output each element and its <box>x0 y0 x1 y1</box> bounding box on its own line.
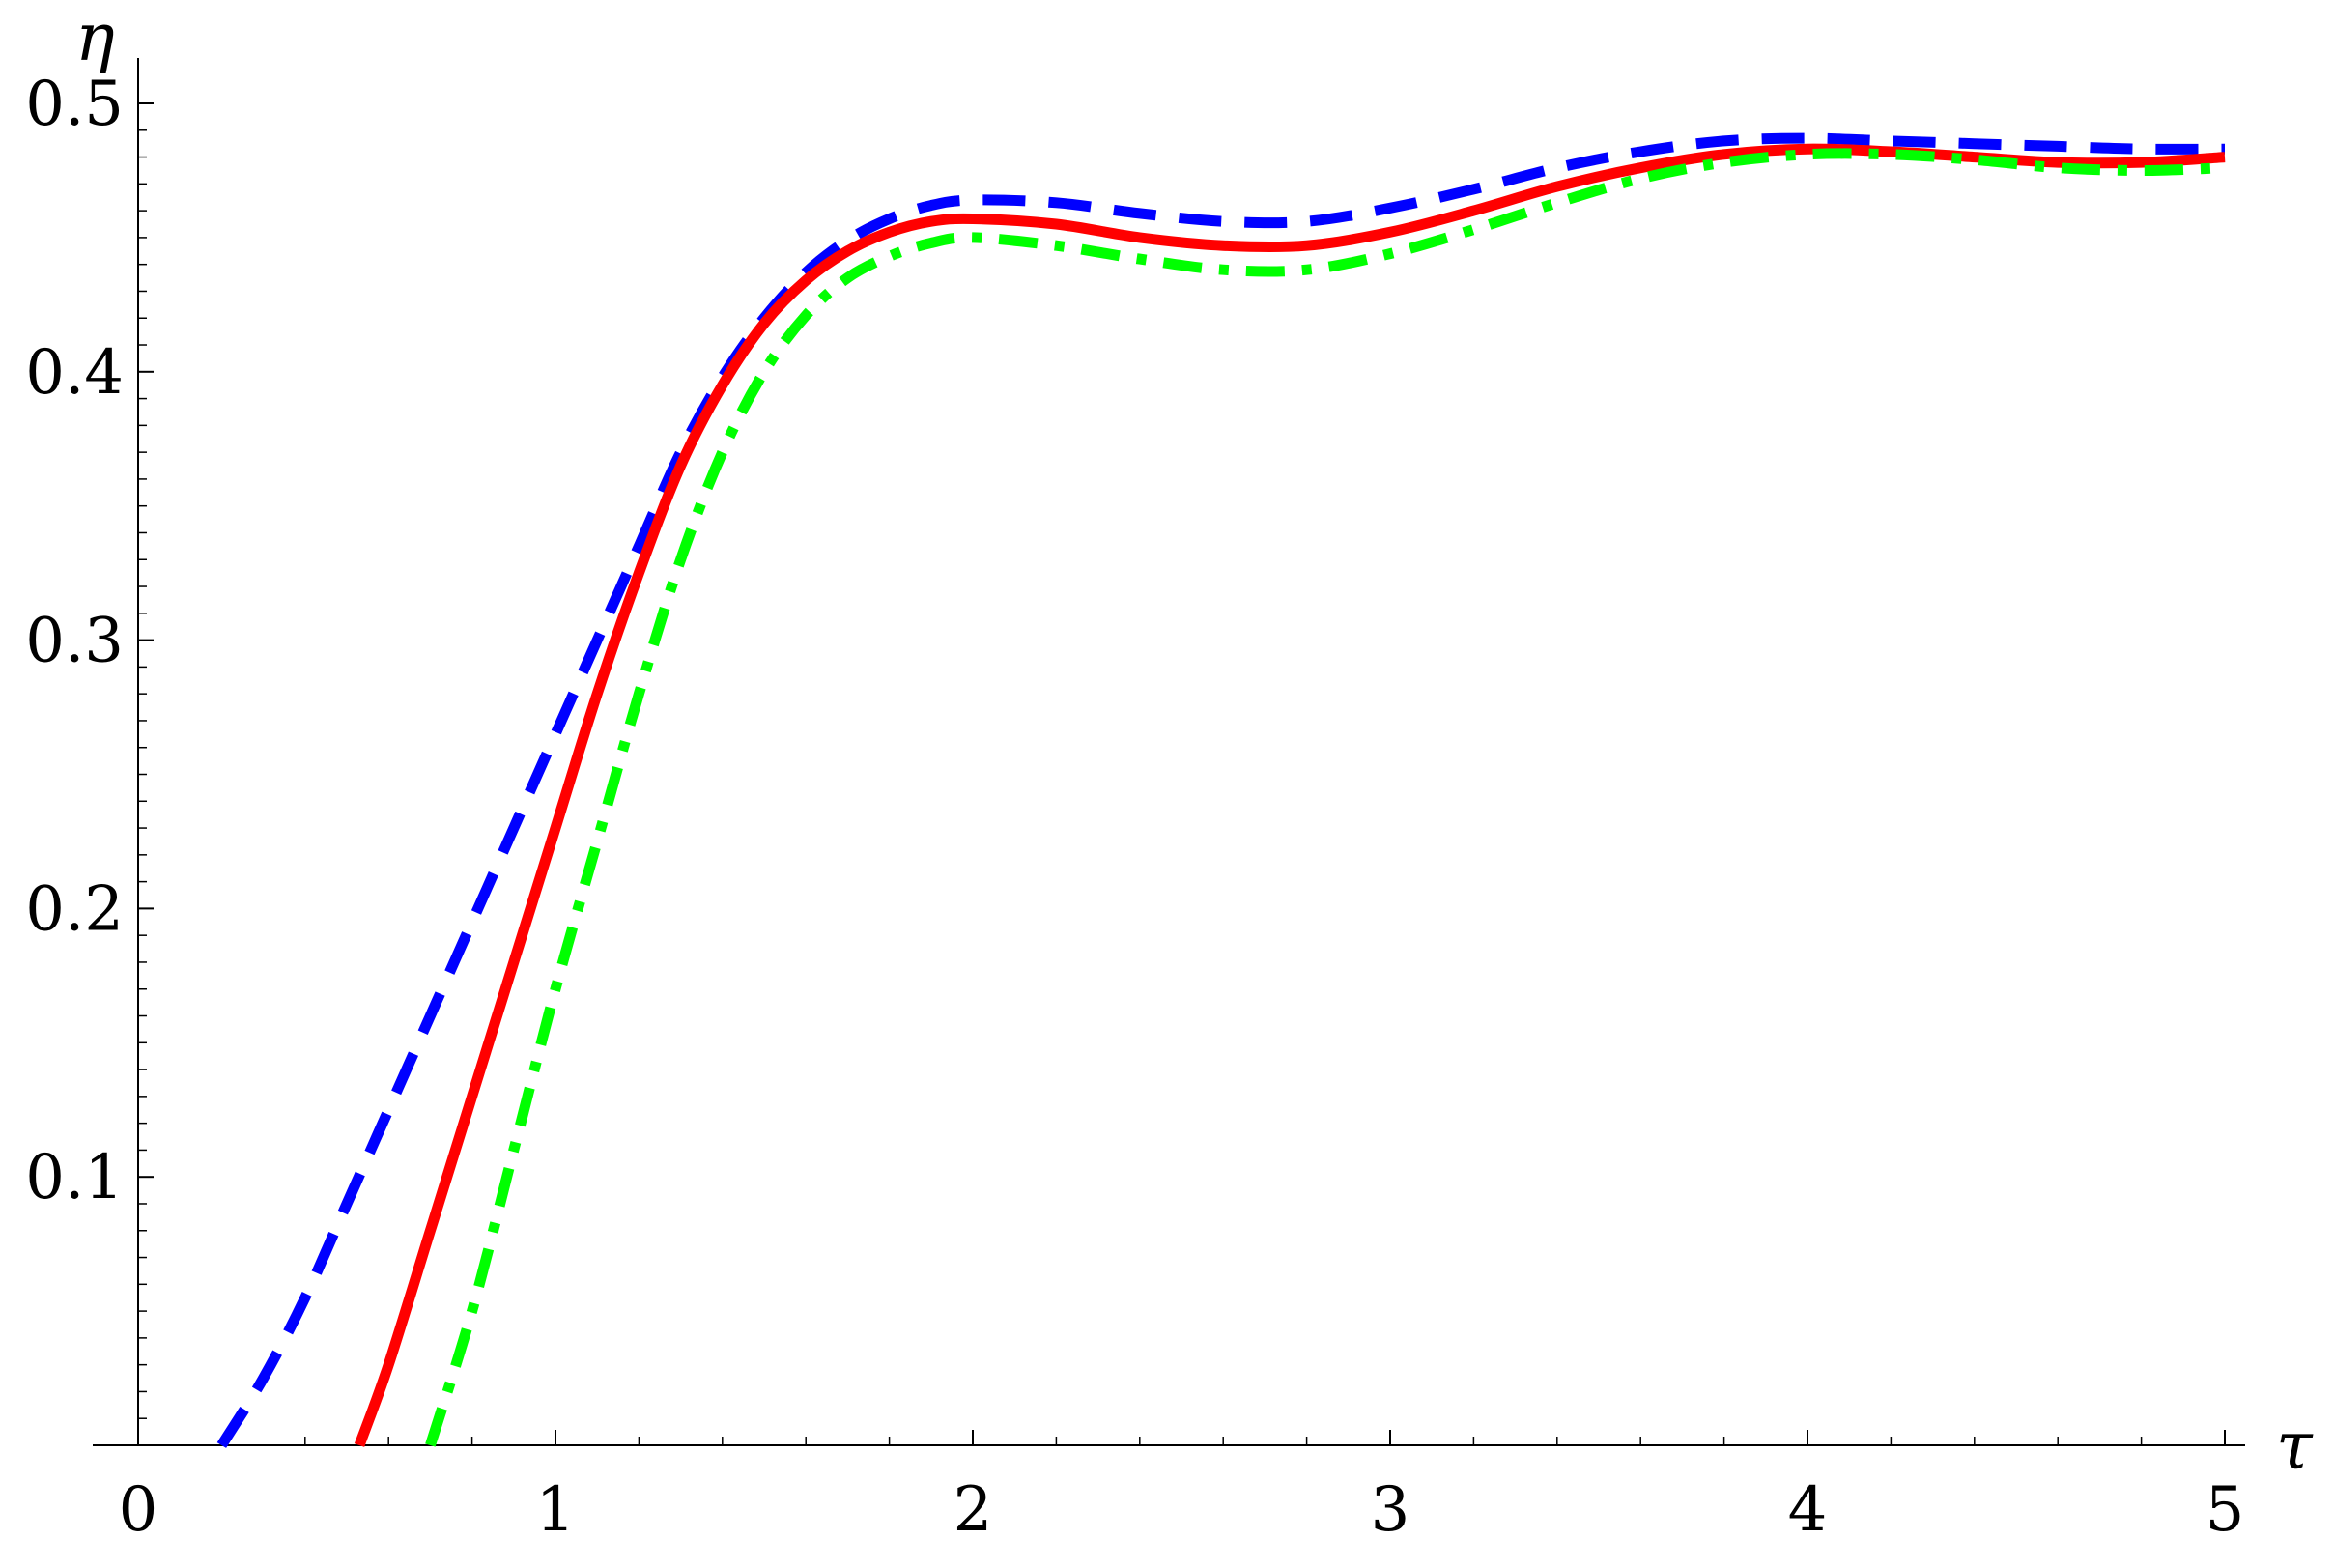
x-tick-label: 3 <box>1371 1474 1410 1546</box>
series-line-dashdot <box>425 148 2226 1447</box>
x-tick-label: 1 <box>536 1474 576 1546</box>
minor-ticks <box>138 129 2143 1445</box>
series-line-dashed <box>216 132 2226 1448</box>
y-tick-label: 0.3 <box>25 606 124 677</box>
y-axis-title: η <box>75 0 115 76</box>
y-tick-label: 0.2 <box>25 873 124 945</box>
x-axis-title: τ <box>2276 1409 2314 1485</box>
y-ticks: 0.1 0.2 0.3 0.4 0.5 <box>25 69 154 1213</box>
x-tick-label: 0 <box>119 1474 158 1546</box>
x-ticks: 0 1 2 3 4 5 <box>119 1430 2245 1546</box>
axes: 0 1 2 3 4 5 0.1 0.2 0.3 0.4 0.5 <box>25 58 2245 1546</box>
y-tick-label: 0.5 <box>25 69 124 140</box>
series-layer <box>216 132 2226 1448</box>
x-tick-label: 4 <box>1788 1474 1828 1546</box>
y-tick-label: 0.1 <box>25 1142 124 1213</box>
x-tick-label: 5 <box>2206 1474 2245 1546</box>
y-tick-label: 0.4 <box>25 337 124 409</box>
x-tick-label: 2 <box>954 1474 993 1546</box>
series-line-solid <box>354 143 2226 1447</box>
